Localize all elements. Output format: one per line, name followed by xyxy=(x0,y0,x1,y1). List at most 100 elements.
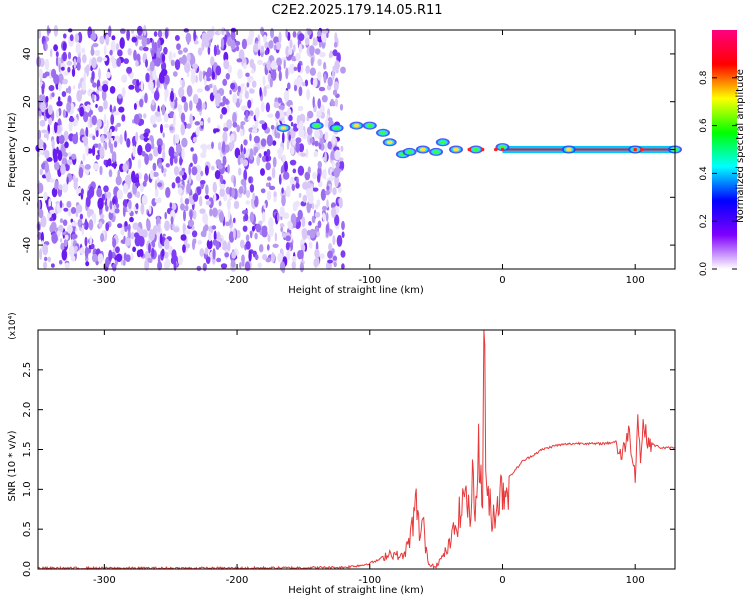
noise-speck xyxy=(314,48,321,55)
noise-speck xyxy=(269,77,273,88)
noise-speck xyxy=(221,107,228,115)
noise-speck xyxy=(304,79,309,87)
noise-speck xyxy=(73,85,76,90)
noise-speck xyxy=(242,159,249,167)
noise-speck xyxy=(67,224,73,234)
colorbar-label: Normalized spectral amplitude xyxy=(735,69,746,223)
noise-speck xyxy=(202,212,209,224)
noise-speck xyxy=(68,245,75,258)
noise-speck xyxy=(238,167,242,176)
noise-speck xyxy=(109,49,113,56)
noise-speck xyxy=(240,128,244,137)
noise-speck xyxy=(150,142,155,150)
noise-speck xyxy=(57,73,64,85)
noise-speck xyxy=(199,195,203,207)
noise-speck xyxy=(335,162,340,168)
noise-speck xyxy=(89,235,92,246)
noise-speck xyxy=(325,223,330,234)
noise-speck xyxy=(220,37,225,49)
noise-speck xyxy=(216,257,222,263)
noise-speck xyxy=(175,176,181,184)
noise-speck xyxy=(324,142,328,152)
noise-speck xyxy=(142,46,149,52)
noise-speck xyxy=(323,73,327,84)
noise-speck xyxy=(162,168,167,174)
noise-speck xyxy=(231,140,235,149)
noise-speck xyxy=(204,247,209,255)
noise-speck xyxy=(293,66,298,71)
noise-speck xyxy=(48,85,55,92)
noise-speck xyxy=(283,90,290,102)
noise-speck xyxy=(106,191,112,199)
signal-core xyxy=(433,150,440,154)
noise-speck xyxy=(113,111,120,116)
noise-speck xyxy=(339,103,344,111)
noise-speck xyxy=(53,24,59,37)
noise-speck xyxy=(322,205,327,212)
noise-speck xyxy=(161,68,168,77)
noise-speck xyxy=(173,112,176,123)
noise-speck xyxy=(154,111,161,117)
noise-speck xyxy=(204,165,209,176)
noise-speck xyxy=(176,43,181,51)
noise-speck xyxy=(108,211,114,221)
noise-speck xyxy=(299,262,304,273)
noise-speck xyxy=(149,60,155,72)
noise-speck xyxy=(50,48,53,58)
noise-speck xyxy=(305,148,309,158)
noise-speck xyxy=(241,105,248,112)
noise-speck xyxy=(151,49,155,57)
noise-speck xyxy=(99,165,103,176)
noise-speck xyxy=(85,126,89,138)
noise-speck xyxy=(109,86,116,94)
noise-speck xyxy=(91,93,95,101)
noise-speck xyxy=(147,257,151,263)
noise-speck xyxy=(251,128,258,134)
noise-speck xyxy=(309,67,316,76)
noise-speck xyxy=(46,130,49,141)
noise-speck xyxy=(330,98,335,106)
snr-y-axis-label: SNR (10 * v/v) xyxy=(7,430,18,501)
noise-speck xyxy=(277,212,280,222)
noise-speck xyxy=(218,200,222,207)
noise-speck xyxy=(152,123,157,128)
noise-speck xyxy=(51,263,55,268)
noise-speck xyxy=(46,157,53,162)
noise-speck xyxy=(63,130,69,142)
noise-speck xyxy=(211,71,216,80)
noise-speck xyxy=(190,147,194,152)
noise-speck xyxy=(183,47,188,53)
noise-speck xyxy=(135,60,139,67)
noise-speck xyxy=(130,232,135,240)
noise-speck xyxy=(73,58,77,69)
signal-core xyxy=(380,131,386,135)
noise-speck xyxy=(205,144,213,150)
noise-speck xyxy=(324,151,327,164)
noise-speck xyxy=(341,231,345,238)
noise-speck xyxy=(90,109,93,116)
noise-speck xyxy=(126,29,130,41)
noise-speck xyxy=(317,30,322,37)
x-tick-label: 100 xyxy=(626,575,645,586)
noise-speck xyxy=(48,198,52,209)
noise-speck xyxy=(141,194,148,206)
noise-speck xyxy=(311,202,315,210)
noise-speck xyxy=(41,73,48,79)
noise-speck xyxy=(137,34,144,40)
noise-speck xyxy=(331,207,337,219)
noise-speck xyxy=(255,223,262,233)
noise-speck xyxy=(131,29,135,34)
noise-speck xyxy=(173,52,176,59)
noise-speck xyxy=(291,183,296,192)
x-tick-label: 0 xyxy=(499,275,505,286)
noise-speck xyxy=(302,181,308,190)
noise-speck xyxy=(307,110,314,119)
noise-speck xyxy=(132,222,139,230)
noise-speck xyxy=(316,231,321,237)
noise-speck xyxy=(53,74,60,85)
noise-speck xyxy=(78,167,84,179)
noise-speck xyxy=(121,74,128,83)
noise-speck xyxy=(243,147,246,155)
noise-speck xyxy=(45,95,49,103)
noise-speck xyxy=(286,250,291,261)
